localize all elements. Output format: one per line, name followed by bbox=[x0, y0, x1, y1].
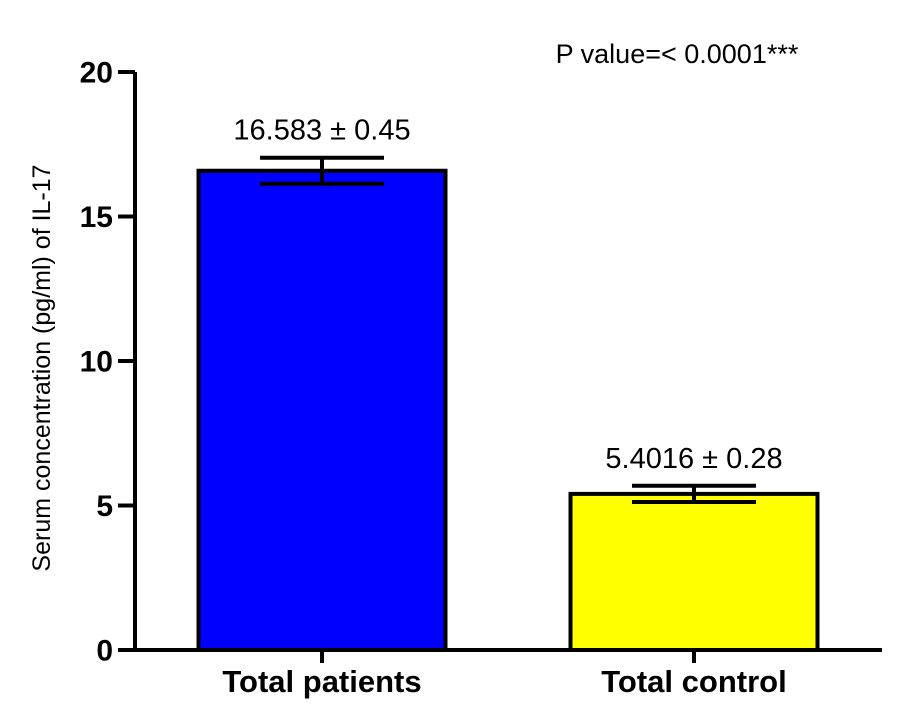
y-tick-label: 20 bbox=[80, 57, 113, 90]
y-tick-label: 15 bbox=[80, 201, 113, 234]
data-label: 16.583 ± 0.45 bbox=[233, 115, 410, 147]
data-labels: 16.583 ± 0.45 Total patients 5.4016 ± 0.28… bbox=[222, 115, 786, 699]
p-value-annotation: P value=< 0.0001*** bbox=[556, 39, 799, 69]
y-tick-label: 10 bbox=[80, 346, 113, 379]
data-label: 5.4016 ± 0.28 bbox=[605, 443, 782, 475]
error-bars bbox=[260, 155, 756, 504]
x-tick-label: Total control bbox=[601, 664, 786, 699]
y-axis-label: Serum concentration (pg/ml) of IL-17 bbox=[28, 164, 56, 571]
y-tick-label: 0 bbox=[96, 635, 113, 668]
bar-total-control bbox=[568, 491, 820, 653]
bars bbox=[196, 168, 820, 653]
y-tick-label: 5 bbox=[96, 490, 113, 523]
x-tick-label: Total patients bbox=[222, 664, 421, 699]
bar-total-patients bbox=[196, 168, 448, 652]
